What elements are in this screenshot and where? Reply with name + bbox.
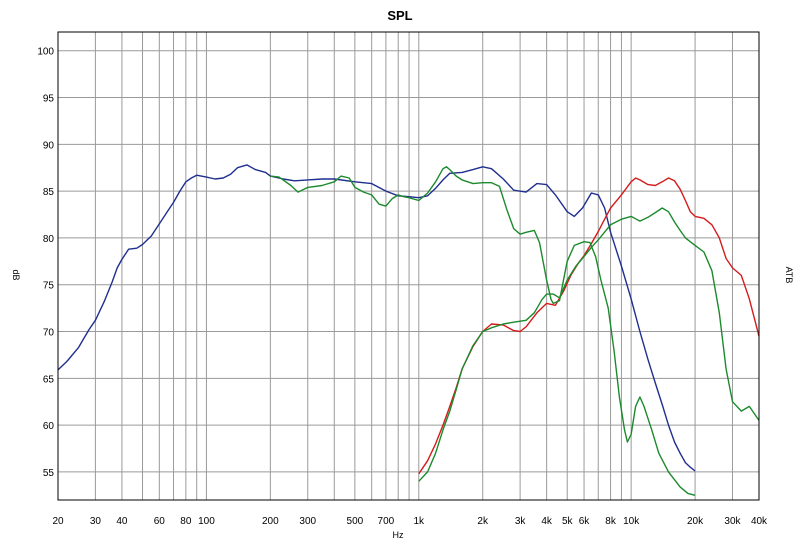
y-axis-label-right: ATB — [784, 267, 794, 284]
x-tick-label: 20 — [52, 516, 64, 527]
x-tick-label: 8k — [605, 516, 617, 527]
x-tick-label: 30 — [90, 516, 102, 527]
series-line-1 — [57, 164, 696, 472]
x-tick-label: 10k — [623, 516, 640, 527]
x-tick-label: 5k — [562, 516, 574, 527]
y-tick-label: 75 — [43, 281, 55, 292]
y-tick-label: 80 — [43, 234, 55, 245]
x-tick-label: 700 — [378, 516, 395, 527]
x-tick-label: 80 — [180, 516, 192, 527]
x-tick-label: 40k — [751, 516, 768, 527]
x-tick-label: 300 — [299, 516, 316, 527]
chart-grid — [58, 32, 759, 500]
x-tick-label: 20k — [687, 516, 704, 527]
chart-series — [57, 164, 760, 496]
y-tick-labels: 55 60 65 70 75 80 85 90 95 100 — [37, 47, 54, 479]
series-line-2 — [418, 177, 760, 475]
y-tick-label: 85 — [43, 187, 55, 198]
x-tick-label: 60 — [154, 516, 166, 527]
y-tick-label: 55 — [43, 468, 55, 479]
y-tick-label: 70 — [43, 328, 55, 339]
series-line-4 — [418, 207, 760, 482]
y-tick-label: 60 — [43, 421, 55, 432]
x-tick-label: 40 — [116, 516, 128, 527]
x-tick-label: 30k — [724, 516, 741, 527]
y-tick-label: 90 — [43, 140, 55, 151]
x-tick-label: 2k — [477, 516, 489, 527]
x-tick-label: 1k — [414, 516, 426, 527]
x-tick-label: 4k — [541, 516, 553, 527]
y-tick-label: 100 — [37, 47, 54, 58]
y-tick-label: 65 — [43, 374, 55, 385]
chart-title: SPL — [387, 8, 412, 23]
series-line-3 — [270, 166, 696, 496]
y-axis-label: dB — [11, 269, 21, 280]
x-tick-label: 200 — [262, 516, 279, 527]
x-tick-label: 500 — [347, 516, 364, 527]
plot-frame — [57, 31, 760, 501]
x-axis-label: Hz — [393, 530, 404, 540]
x-tick-label: 3k — [515, 516, 527, 527]
y-tick-label: 95 — [43, 94, 55, 105]
x-tick-label: 100 — [198, 516, 215, 527]
x-tick-labels: 20 30 40 60 80 100 200 300 500 700 1k 2k 3k 4k 5k 6k 8k 1… — [52, 516, 768, 527]
x-tick-label: 6k — [579, 516, 591, 527]
